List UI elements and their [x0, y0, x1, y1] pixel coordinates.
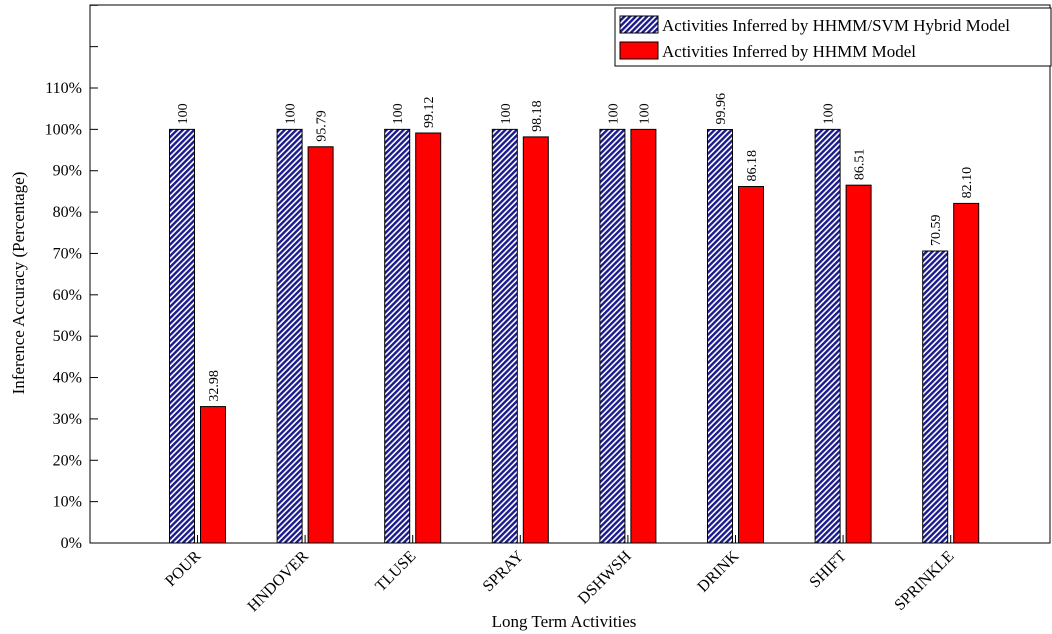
y-tick-label: 60% — [53, 287, 82, 304]
data-label-hybrid: 100 — [284, 103, 299, 124]
x-tick-label-pour: POUR — [162, 548, 204, 590]
x-tick-label-spray: SPRAY — [480, 547, 528, 595]
data-label-hybrid: 100 — [499, 103, 514, 124]
y-tick-label: 0% — [61, 535, 82, 552]
data-label-hybrid: 100 — [606, 103, 621, 124]
bar-hhmm-dshwsh — [630, 128, 657, 544]
data-label-hhmm: 32.98 — [207, 370, 222, 402]
y-tick-label: 100% — [45, 121, 82, 138]
data-label-hhmm: 100 — [637, 103, 652, 124]
plot-frame — [89, 4, 1051, 544]
bar-hybrid-tluse — [384, 128, 411, 544]
x-tick-label-tluse: TLUSE — [372, 548, 419, 595]
y-axis-title: Inference Accuracy (Percentage) — [9, 172, 28, 395]
data-label-hhmm: 86.18 — [745, 150, 760, 182]
data-label-hybrid: 70.59 — [929, 215, 944, 247]
legend: Activities Inferred by HHMM/SVM Hybrid M… — [614, 7, 1052, 67]
x-tick-label-dshwsh: DSHWSH — [575, 547, 635, 607]
data-label-hhmm: 82.10 — [960, 167, 975, 199]
x-tick-label-shift: SHIFT — [806, 548, 850, 592]
legend-label-hybrid: Activities Inferred by HHMM/SVM Hybrid M… — [662, 16, 1010, 35]
bar-hhmm-hndover — [307, 146, 334, 544]
data-label-hhmm: 98.18 — [530, 100, 545, 132]
bar-hybrid-spray — [491, 128, 518, 544]
bar-hhmm-spray — [522, 136, 549, 544]
data-label-hhmm: 99.12 — [422, 97, 437, 129]
data-label-hybrid: 100 — [391, 103, 406, 124]
legend-swatch-hhmm — [619, 41, 659, 60]
data-label-hybrid: 100 — [822, 103, 837, 124]
y-tick-label: 80% — [53, 204, 82, 221]
data-label-hybrid: 100 — [176, 103, 191, 124]
data-label-hybrid: 99.96 — [714, 93, 729, 125]
bar-hybrid-pour — [169, 128, 195, 544]
bar-hhmm-tluse — [415, 132, 442, 544]
y-tick-label: 30% — [53, 411, 82, 428]
y-tick-label: 20% — [53, 452, 82, 469]
y-tick-label: 50% — [53, 328, 82, 345]
y-tick-label: 10% — [53, 494, 82, 511]
bar-hhmm-drink — [738, 186, 764, 544]
legend-box — [614, 7, 1052, 67]
x-axis-title: Long Term Activities — [492, 612, 637, 631]
data-label-hhmm: 95.79 — [315, 110, 330, 142]
bar-hybrid-hndover — [276, 128, 303, 544]
bar-hhmm-sprinkle — [953, 202, 980, 544]
bar-hhmm-pour — [200, 406, 226, 544]
bar-hybrid-drink — [707, 129, 733, 544]
data-label-hhmm: 86.51 — [853, 149, 868, 181]
y-tick-label: 70% — [53, 245, 82, 262]
legend-swatch-hybrid — [619, 15, 659, 34]
x-tick-label-drink: DRINK — [694, 547, 742, 595]
bar-hhmm-shift — [845, 184, 872, 544]
x-tick-label-sprinkle: SPRINKLE — [891, 548, 957, 614]
y-tick-label: 40% — [53, 370, 82, 387]
bar-hybrid-shift — [814, 128, 841, 544]
x-tick-label-hndover: HNDOVER — [245, 548, 313, 616]
legend-label-hhmm: Activities Inferred by HHMM Model — [662, 42, 916, 61]
y-tick-label: 110% — [45, 80, 82, 97]
bar-hybrid-dshwsh — [599, 128, 626, 544]
bar-hybrid-sprinkle — [922, 250, 949, 544]
y-tick-label: 90% — [53, 163, 82, 180]
